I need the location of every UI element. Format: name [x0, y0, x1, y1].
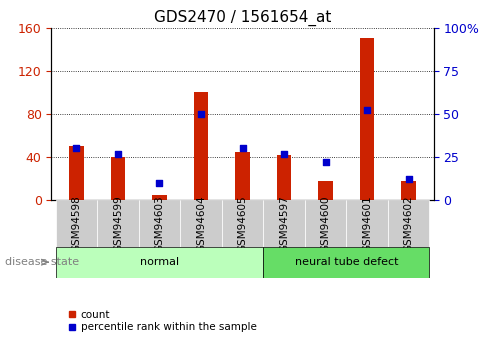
Point	[280, 151, 288, 156]
FancyBboxPatch shape	[55, 200, 97, 247]
Text: GSM94601: GSM94601	[362, 195, 372, 252]
Point	[73, 146, 80, 151]
Bar	[235, 151, 250, 200]
Legend: count, percentile rank within the sample: count, percentile rank within the sample	[64, 306, 261, 336]
FancyBboxPatch shape	[346, 200, 388, 247]
FancyBboxPatch shape	[305, 200, 346, 247]
Bar	[152, 195, 167, 200]
Point	[405, 177, 413, 182]
Text: neural tube defect: neural tube defect	[294, 257, 398, 267]
Bar	[318, 181, 333, 200]
Bar	[69, 146, 84, 200]
Title: GDS2470 / 1561654_at: GDS2470 / 1561654_at	[154, 10, 331, 26]
Bar	[401, 181, 416, 200]
Text: disease state: disease state	[5, 257, 79, 267]
FancyBboxPatch shape	[97, 200, 139, 247]
Bar	[194, 92, 208, 200]
Text: GSM94605: GSM94605	[238, 195, 247, 252]
FancyBboxPatch shape	[139, 200, 180, 247]
FancyBboxPatch shape	[263, 200, 305, 247]
Text: GSM94597: GSM94597	[279, 195, 289, 252]
Point	[239, 146, 246, 151]
Bar	[263, 247, 430, 278]
FancyBboxPatch shape	[180, 200, 222, 247]
Point	[114, 151, 122, 156]
Text: GSM94603: GSM94603	[154, 195, 165, 252]
Bar	[111, 157, 125, 200]
FancyBboxPatch shape	[388, 200, 430, 247]
Point	[322, 159, 330, 165]
Bar	[277, 155, 292, 200]
FancyBboxPatch shape	[222, 200, 263, 247]
Bar	[55, 247, 263, 278]
Text: GSM94604: GSM94604	[196, 195, 206, 252]
Text: GSM94600: GSM94600	[320, 195, 331, 252]
Text: normal: normal	[140, 257, 179, 267]
Text: GSM94599: GSM94599	[113, 195, 123, 252]
Point	[155, 180, 163, 186]
Point	[363, 108, 371, 113]
Text: GSM94598: GSM94598	[72, 195, 81, 252]
Point	[197, 111, 205, 117]
Bar	[360, 38, 374, 200]
Text: GSM94602: GSM94602	[404, 195, 414, 252]
